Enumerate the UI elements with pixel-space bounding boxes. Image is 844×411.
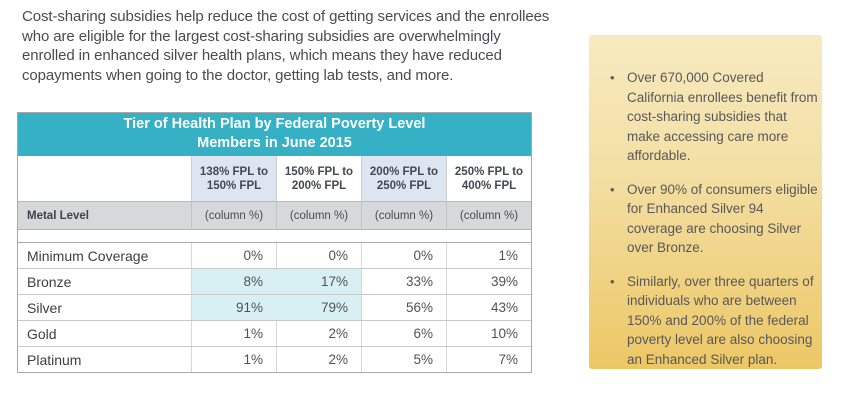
row-label: Silver — [27, 299, 63, 316]
table-title-line2: Members in June 2015 — [197, 135, 352, 151]
bullet-text: Over 90% of consumers eligible for Enhan… — [627, 181, 818, 256]
cell-value: 1% — [191, 347, 276, 372]
cell-value: 10% — [446, 321, 531, 346]
table-row-gold: Gold 1% 2% 6% 10% — [18, 321, 531, 347]
table-row-bronze: Bronze 8% 17% 33% 39% — [18, 269, 531, 295]
cell-value: 5% — [361, 347, 446, 372]
table-row-minimum-coverage: Minimum Coverage 0% 0% 0% 1% — [18, 243, 531, 269]
cell-value: 2% — [276, 347, 361, 372]
spacer-row — [18, 230, 531, 243]
cell-value-highlighted: 8% — [191, 269, 276, 294]
bullet-text: Over 670,000 Covered California enrollee… — [627, 70, 818, 163]
bullet-icon: • — [610, 181, 615, 197]
cell-value: 39% — [446, 269, 531, 294]
table-title: Tier of Health Plan by Federal Poverty L… — [18, 113, 531, 156]
cell-value: 43% — [446, 295, 531, 320]
metal-level-row: Metal Level (column %) (column %) (colum… — [18, 202, 531, 230]
cell-value: 0% — [276, 243, 361, 268]
table-row-platinum: Platinum 1% 2% 5% 7% — [18, 347, 531, 372]
bullet-icon: • — [610, 70, 615, 85]
cell-value: 0% — [361, 243, 446, 268]
column-header-200-250: 200% FPL to 250% FPL — [361, 156, 446, 201]
row-label: Minimum Coverage — [27, 247, 149, 264]
cell-value: 2% — [276, 321, 361, 346]
intro-paragraph: Cost-sharing subsidies help reduce the c… — [22, 8, 550, 84]
list-item: • Over 90% of consumers eligible for Enh… — [610, 180, 818, 258]
fpl-table: Tier of Health Plan by Federal Poverty L… — [17, 112, 532, 373]
table-title-line1: Tier of Health Plan by Federal Poverty L… — [123, 116, 426, 132]
cell-value-highlighted: 79% — [276, 295, 361, 320]
cell-value: 6% — [361, 321, 446, 346]
bullet-text: Similarly, over three quarters of indivi… — [627, 273, 814, 367]
cell-value-highlighted: 17% — [276, 269, 361, 294]
cell-value: 0% — [191, 243, 276, 268]
list-item: • Similarly, over three quarters of indi… — [610, 272, 814, 370]
column-header-150-200: 150% FPL to 200% FPL — [276, 156, 361, 201]
key-points-panel: • Over 670,000 Covered California enroll… — [589, 35, 822, 369]
subheader-col4: (column %) — [446, 202, 531, 229]
bullet-icon: • — [610, 273, 615, 289]
subheader-col2: (column %) — [276, 202, 361, 229]
row-label: Platinum — [27, 351, 82, 368]
list-item: • Over 670,000 Covered California enroll… — [610, 68, 818, 166]
metal-level-label: Metal Level — [27, 209, 89, 222]
corner-empty-cell — [18, 156, 191, 201]
subheader-col1: (column %) — [191, 202, 276, 229]
cell-value: 1% — [191, 321, 276, 346]
cell-value: 33% — [361, 269, 446, 294]
column-header-row: 138% FPL to 150% FPL 150% FPL to 200% FP… — [18, 156, 531, 202]
column-header-138-150: 138% FPL to 150% FPL — [191, 156, 276, 201]
table-row-silver: Silver 91% 79% 56% 43% — [18, 295, 531, 321]
cell-value: 1% — [446, 243, 531, 268]
cell-value-highlighted: 91% — [191, 295, 276, 320]
subheader-col3: (column %) — [361, 202, 446, 229]
row-label: Gold — [27, 325, 57, 342]
column-header-250-400: 250% FPL to 400% FPL — [446, 156, 531, 201]
cell-value: 56% — [361, 295, 446, 320]
row-label: Bronze — [27, 273, 72, 290]
cell-value: 7% — [446, 347, 531, 372]
